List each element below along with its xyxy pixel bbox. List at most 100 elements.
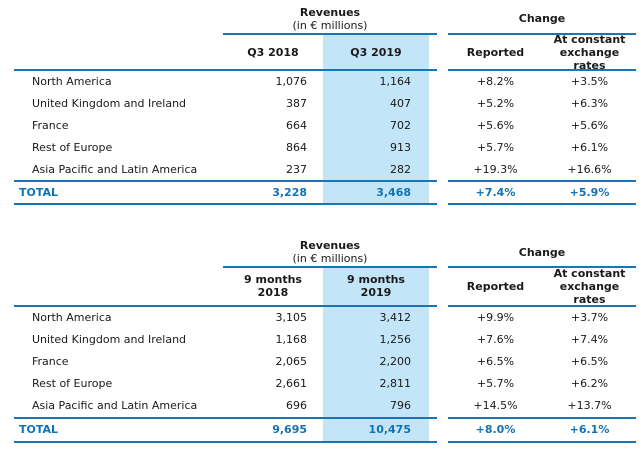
change-reported: +7.6% bbox=[476, 333, 515, 347]
revenues-group-header: Revenues (in € millions) bbox=[223, 238, 437, 268]
change-constant: +16.6% bbox=[567, 162, 612, 176]
highlight-tail bbox=[429, 268, 437, 305]
total-2019: 3,468 bbox=[323, 181, 429, 203]
column-header-constant-rates: At constant exchange rates bbox=[553, 32, 626, 72]
region-row: North America 1,076 1,164 +8.2% +3.5% bbox=[14, 71, 636, 93]
region-row: Rest of Europe 864 913 +5.7% +6.1% bbox=[14, 136, 636, 159]
value-2018: 237 bbox=[286, 162, 307, 176]
total-2018: 9,695 bbox=[272, 423, 307, 437]
q3-revenues-table: Revenues (in € millions) Change Q3 2018 … bbox=[14, 4, 636, 205]
header-spacer bbox=[14, 240, 223, 268]
region-row: France 664 702 +5.6% +5.6% bbox=[14, 114, 636, 137]
column-gap bbox=[437, 35, 448, 71]
change-reported: +5.6% bbox=[476, 118, 515, 132]
value-2019: 2,811 bbox=[323, 372, 429, 395]
value-2019: 407 bbox=[323, 92, 429, 115]
change-reported: +19.3% bbox=[473, 162, 518, 176]
region-label: Asia Pacific and Latin America bbox=[32, 399, 198, 413]
highlight-tail bbox=[429, 35, 437, 69]
change-reported: +5.2% bbox=[476, 97, 515, 111]
total-constant: +6.1% bbox=[569, 423, 610, 437]
value-2019: 702 bbox=[323, 114, 429, 137]
value-2019: 796 bbox=[323, 394, 429, 417]
region-row: United Kingdom and Ireland 1,168 1,256 +… bbox=[14, 328, 636, 351]
total-reported: +7.4% bbox=[475, 185, 516, 199]
total-constant: +5.9% bbox=[569, 185, 610, 199]
revenues-subtitle: (in € millions) bbox=[292, 251, 368, 265]
region-row: Asia Pacific and Latin America 237 282 +… bbox=[14, 158, 636, 180]
group-header-row: Revenues (in € millions) Change bbox=[14, 4, 636, 35]
change-constant: +6.1% bbox=[570, 140, 609, 154]
change-constant: +6.5% bbox=[570, 355, 609, 369]
total-reported: +8.0% bbox=[475, 423, 516, 437]
change-constant: +3.5% bbox=[570, 75, 609, 89]
value-2018: 864 bbox=[286, 140, 307, 154]
change-group-header: Change bbox=[448, 240, 636, 268]
total-label: TOTAL bbox=[19, 185, 59, 199]
change-constant: +7.4% bbox=[570, 333, 609, 347]
column-gap bbox=[437, 4, 448, 35]
change-reported: +14.5% bbox=[473, 399, 518, 413]
revenues-title: Revenues bbox=[299, 6, 361, 19]
nine-months-revenues-table: Revenues (in € millions) Change 9 months… bbox=[14, 238, 636, 443]
value-2018: 2,065 bbox=[275, 355, 308, 369]
header-spacer bbox=[14, 4, 223, 35]
region-row: North America 3,105 3,412 +9.9% +3.7% bbox=[14, 306, 636, 329]
total-row: TOTAL 3,228 3,468 +7.4% +5.9% bbox=[14, 179, 636, 205]
change-reported: +5.7% bbox=[476, 140, 515, 154]
total-2019: 10,475 bbox=[323, 418, 429, 441]
value-2018: 1,076 bbox=[275, 75, 308, 89]
header-spacer bbox=[14, 35, 223, 69]
value-2018: 664 bbox=[286, 118, 307, 132]
region-label: France bbox=[32, 118, 69, 132]
change-constant: +3.7% bbox=[570, 311, 609, 325]
column-header-reported: Reported bbox=[466, 279, 525, 293]
change-constant: +5.6% bbox=[570, 118, 609, 132]
change-reported: +6.5% bbox=[476, 355, 515, 369]
value-2018: 387 bbox=[286, 97, 307, 111]
value-2018: 2,661 bbox=[275, 377, 308, 391]
region-row: Asia Pacific and Latin America 696 796 +… bbox=[14, 394, 636, 417]
region-row: Rest of Europe 2,661 2,811 +5.7% +6.2% bbox=[14, 372, 636, 395]
value-2018: 696 bbox=[286, 399, 307, 413]
region-label: France bbox=[32, 355, 69, 369]
column-header-2018: 9 months 2018 bbox=[244, 273, 302, 300]
region-row: United Kingdom and Ireland 387 407 +5.2%… bbox=[14, 92, 636, 115]
region-row: France 2,065 2,200 +6.5% +6.5% bbox=[14, 350, 636, 373]
value-2018: 1,168 bbox=[275, 333, 308, 347]
header-spacer bbox=[14, 268, 223, 305]
column-header-2018: Q3 2018 bbox=[247, 45, 299, 59]
region-label: North America bbox=[32, 75, 112, 89]
column-header-2019: Q3 2019 bbox=[323, 35, 429, 69]
revenues-title: Revenues bbox=[299, 238, 361, 252]
change-constant: +6.3% bbox=[570, 97, 609, 111]
column-gap bbox=[437, 240, 448, 268]
region-label: Rest of Europe bbox=[32, 377, 113, 391]
change-reported: +5.7% bbox=[476, 377, 515, 391]
total-row: TOTAL 9,695 10,475 +8.0% +6.1% bbox=[14, 416, 636, 443]
total-label: TOTAL bbox=[19, 423, 59, 437]
region-label: United Kingdom and Ireland bbox=[32, 333, 187, 347]
column-header-2019: 9 months 2019 bbox=[323, 267, 429, 305]
value-2018: 3,105 bbox=[275, 311, 308, 325]
column-header-reported: Reported bbox=[466, 45, 525, 59]
column-header-constant-rates: At constant exchange rates bbox=[553, 266, 626, 306]
total-2018: 3,228 bbox=[272, 185, 307, 199]
value-2019: 2,200 bbox=[323, 350, 429, 373]
value-2019: 913 bbox=[323, 136, 429, 159]
group-header-row: Revenues (in € millions) Change bbox=[14, 238, 636, 268]
change-constant: +13.7% bbox=[567, 399, 612, 413]
region-label: Rest of Europe bbox=[32, 140, 113, 154]
region-label: Asia Pacific and Latin America bbox=[32, 162, 198, 176]
column-header-row: Q3 2018 Q3 2019 Reported At constant exc… bbox=[14, 32, 636, 72]
column-gap bbox=[437, 268, 448, 307]
region-label: North America bbox=[32, 311, 112, 325]
change-constant: +6.2% bbox=[570, 377, 609, 391]
value-2019: 1,164 bbox=[323, 71, 429, 93]
value-2019: 282 bbox=[323, 158, 429, 180]
value-2019: 3,412 bbox=[323, 306, 429, 329]
change-reported: +8.2% bbox=[476, 75, 515, 89]
column-header-row: 9 months 2018 9 months 2019 Reported At … bbox=[14, 266, 636, 307]
revenues-subtitle: (in € millions) bbox=[292, 19, 368, 32]
